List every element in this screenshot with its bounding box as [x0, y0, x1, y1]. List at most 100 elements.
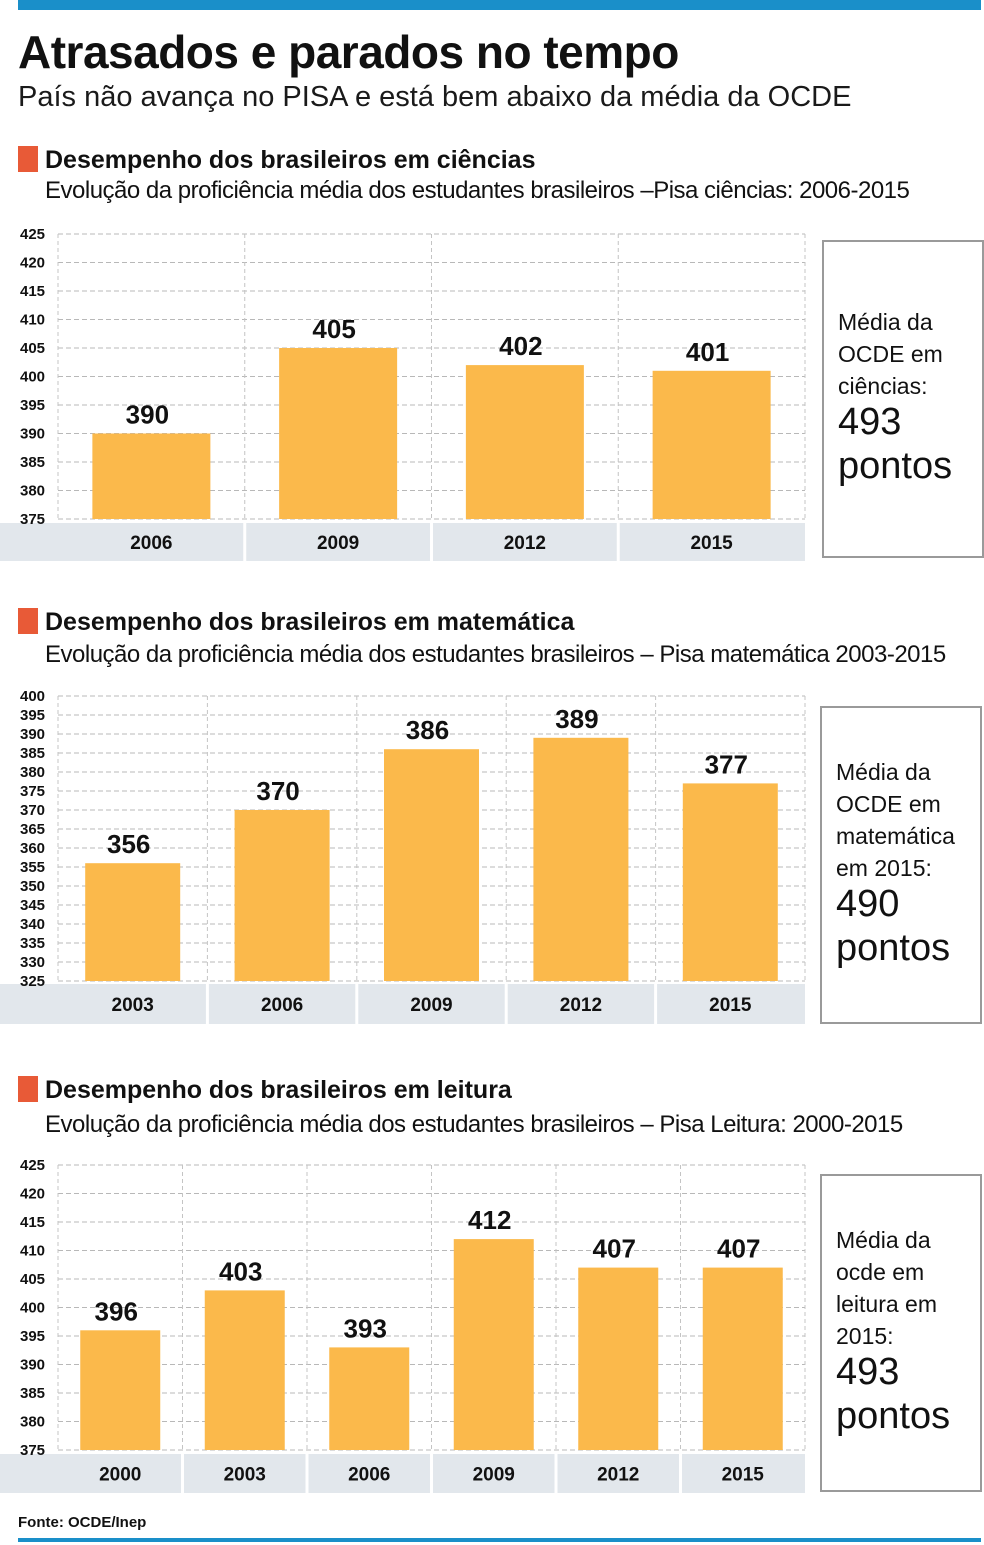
x-tick-label-2012: 2012: [597, 1465, 639, 1486]
y-tick-label: 395: [20, 397, 45, 414]
section-marker-matematica: [18, 608, 38, 634]
y-tick-label: 345: [20, 897, 45, 914]
y-tick-label: 400: [20, 1300, 45, 1317]
y-tick-label: 415: [20, 1214, 45, 1231]
x-tick-label-2009: 2009: [317, 533, 359, 554]
bar-2015: [682, 783, 778, 981]
value-label-2009: 412: [468, 1205, 511, 1235]
chart-leitura: 375 380 385 390 395 400 405 410 415 420 425 396 2000…: [0, 1157, 810, 1497]
value-label-2006: 370: [256, 776, 299, 806]
ocde-average-value-matematica: 490 pontos: [836, 883, 951, 969]
ocde-average-value-ciencias: 493 pontos: [838, 401, 953, 487]
bar-2012: [465, 365, 584, 519]
ocde-average-box-ciencias: Média da OCDE em ciências: 493 pontos: [822, 240, 984, 558]
y-tick-label: 395: [20, 707, 45, 724]
bar-2003: [204, 1290, 285, 1450]
ocde-average-box-matematica: Média da OCDE em matemática em 2015: 490…: [820, 706, 982, 1024]
y-tick-label: 375: [20, 783, 45, 800]
y-tick-label: 350: [20, 878, 45, 895]
y-tick-label: 360: [20, 840, 45, 857]
y-tick-label: 330: [20, 954, 45, 971]
y-tick-label: 375: [20, 1442, 45, 1459]
chart-svg-0: 375 380 385 390 395 400 405 410 415 420 425 390 2006…: [0, 226, 806, 561]
value-label-2012: 402: [499, 331, 542, 361]
y-tick-label: 405: [20, 1271, 45, 1288]
chart-svg-1: 325 330 335 340 345 350 355 360 365 370 375 380 385 3…: [0, 688, 806, 1024]
value-label-2015: 407: [717, 1234, 760, 1264]
y-tick-label: 390: [20, 1357, 45, 1374]
y-tick-label: 325: [20, 973, 45, 990]
y-tick-label: 380: [20, 483, 45, 500]
y-tick-label: 385: [20, 1385, 45, 1402]
x-tick-label-2015: 2015: [709, 995, 752, 1016]
value-label-2015: 401: [686, 337, 729, 367]
y-tick-label: 375: [20, 511, 45, 528]
y-tick-label: 400: [20, 369, 45, 386]
bar-2009: [279, 348, 398, 519]
x-tick-label-2009: 2009: [410, 995, 452, 1016]
section-title-ciencias: Desempenho dos brasileiros em ciências: [45, 146, 536, 174]
bar-2012: [578, 1267, 659, 1450]
page-title: Atrasados e parados no tempo: [18, 26, 679, 78]
section-subtitle-matematica: Evolução da proficiência média dos estud…: [45, 641, 946, 668]
bar-2009: [384, 749, 479, 981]
value-label-2000: 396: [95, 1296, 138, 1326]
chart-matematica: 325 330 335 340 345 350 355 360 365 370 375 380 385 3…: [0, 688, 810, 1028]
bar-2015: [702, 1267, 783, 1450]
value-label-2012: 407: [593, 1234, 636, 1264]
y-tick-label: 425: [20, 226, 45, 243]
x-tick-label-2015: 2015: [690, 533, 733, 554]
section-subtitle-ciencias: Evolução da proficiência média dos estud…: [45, 177, 910, 204]
value-label-2006: 390: [126, 400, 169, 430]
x-tick-label-2006: 2006: [130, 533, 172, 554]
x-tick-label-2012: 2012: [560, 995, 602, 1016]
page-subtitle: País não avança no PISA e está bem abaix…: [18, 81, 852, 113]
source-note: Fonte: OCDE/Inep: [18, 1514, 147, 1531]
x-axis-band: [0, 984, 805, 1024]
chart-ciencias: 375 380 385 390 395 400 405 410 415 420 425 390 2006…: [0, 225, 810, 565]
y-tick-label: 380: [20, 764, 45, 781]
value-label-2012: 389: [555, 704, 598, 734]
bar-2006: [234, 810, 330, 981]
x-axis-band: [0, 1454, 805, 1493]
value-label-2003: 403: [219, 1256, 262, 1286]
value-label-2009: 386: [406, 715, 449, 745]
x-tick-label-2015: 2015: [722, 1465, 765, 1486]
bottom-accent-bar: [18, 1538, 981, 1542]
y-tick-label: 385: [20, 745, 45, 762]
bar-2006: [92, 433, 211, 519]
ocde-average-box-leitura: Média da ocde em leitura em 2015: 493 po…: [820, 1174, 982, 1492]
x-tick-label-2006: 2006: [348, 1465, 390, 1486]
x-axis-band: [0, 523, 805, 561]
y-tick-label: 420: [20, 255, 45, 272]
section-marker-ciencias: [18, 146, 38, 172]
y-tick-label: 390: [20, 726, 45, 743]
ocde-average-label-leitura: Média da ocde em leitura em 2015:: [836, 1227, 937, 1349]
x-tick-label-2012: 2012: [504, 533, 546, 554]
section-title-matematica: Desempenho dos brasileiros em matemática: [45, 608, 575, 636]
value-label-2015: 377: [705, 749, 748, 779]
value-label-2003: 356: [107, 829, 150, 859]
y-tick-label: 400: [20, 688, 45, 705]
y-tick-label: 395: [20, 1328, 45, 1345]
y-tick-label: 390: [20, 426, 45, 443]
y-tick-label: 405: [20, 340, 45, 357]
x-tick-label-2009: 2009: [473, 1465, 515, 1486]
value-label-2009: 405: [312, 314, 355, 344]
y-tick-label: 415: [20, 283, 45, 300]
ocde-average-value-leitura: 493 pontos: [836, 1351, 951, 1437]
bar-2009: [453, 1239, 534, 1450]
x-tick-label-2000: 2000: [99, 1465, 141, 1486]
y-tick-label: 380: [20, 1414, 45, 1431]
y-tick-label: 370: [20, 802, 45, 819]
x-tick-label-2006: 2006: [261, 995, 303, 1016]
y-tick-label: 410: [20, 1243, 45, 1260]
top-accent-bar: [18, 0, 981, 10]
y-tick-label: 365: [20, 821, 45, 838]
ocde-average-label-matematica: Média da OCDE em matemática em 2015:: [836, 759, 955, 881]
y-tick-label: 385: [20, 454, 45, 471]
section-subtitle-leitura: Evolução da proficiência média dos estud…: [45, 1111, 903, 1138]
section-marker-leitura: [18, 1076, 38, 1102]
y-tick-label: 420: [20, 1186, 45, 1203]
section-title-leitura: Desempenho dos brasileiros em leitura: [45, 1076, 512, 1104]
